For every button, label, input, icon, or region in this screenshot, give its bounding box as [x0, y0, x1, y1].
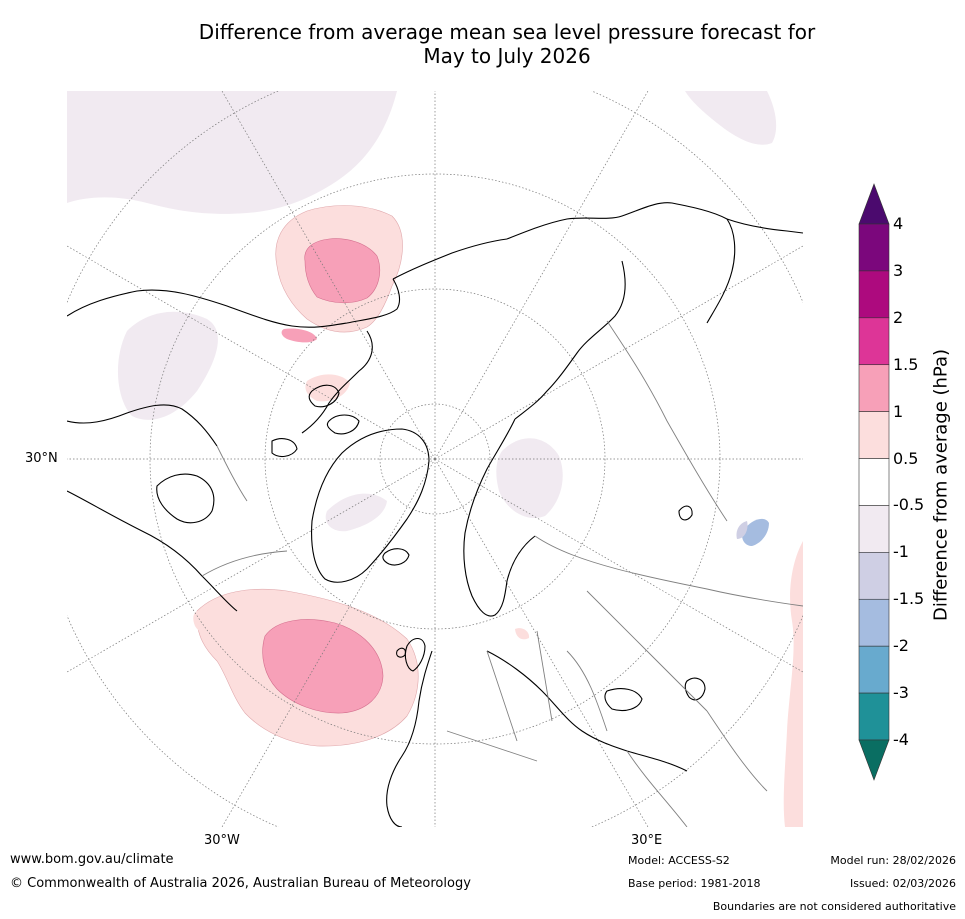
coast-scandinavia	[463, 418, 536, 617]
coast-greenland	[311, 428, 430, 583]
colorbar-swatches	[858, 183, 890, 781]
anomaly-weak-negative-greenland	[325, 493, 387, 532]
anomaly-east-edge	[783, 541, 803, 827]
coast-alaska	[67, 278, 401, 328]
polar-map	[67, 91, 803, 827]
colorbar-unit-label: Difference from average (hPa)	[930, 300, 952, 670]
anomaly-north-atlantic-moderate	[262, 619, 384, 714]
graticule	[67, 91, 803, 827]
coast-iceland	[382, 548, 410, 566]
colorbar-tick-label: 3	[893, 260, 904, 280]
colorbar-extend-min	[858, 739, 890, 781]
coast-siberia	[506, 202, 803, 420]
coast-black-caspian	[604, 677, 706, 712]
footer-model-run: Model run: 28/02/2026	[830, 854, 956, 867]
colorbar-swatch	[858, 223, 890, 272]
anomaly-atlantic-tail	[193, 611, 215, 634]
footer-issued: Issued: 02/03/2026	[849, 877, 956, 890]
anomaly-central-asia-low	[742, 518, 769, 546]
colorbar-swatch	[858, 692, 890, 741]
footer-copyright: © Commonwealth of Australia 2026, Austra…	[10, 876, 471, 891]
coast-british-isles	[396, 637, 426, 672]
colorbar-swatch	[858, 458, 890, 506]
colorbar-tick-label: 1.5	[893, 354, 919, 374]
anomaly-north-pacific-moderate	[304, 238, 380, 304]
colorbar-swatch	[858, 411, 890, 459]
colorbar-extend-max	[858, 183, 890, 225]
footer-base-period: Base period: 1981-2018	[628, 877, 761, 890]
coast-kamchatka	[706, 218, 736, 324]
colorbar-tick-label: 4	[893, 214, 904, 233]
colorbar-tick-label: -1.5	[893, 589, 925, 609]
colorbar-tick-label: -2	[893, 636, 909, 656]
footer-website: www.bom.gov.au/climate	[10, 852, 174, 867]
border-russia	[534, 535, 803, 607]
title-line-1: Difference from average mean sea level p…	[198, 20, 816, 44]
border-middle-east	[626, 710, 768, 827]
coastlines	[67, 202, 803, 827]
border-asia	[586, 320, 728, 712]
colorbar-tick-label: 2	[893, 307, 904, 327]
colorbar-label-text: Difference from average (hPa)	[930, 348, 952, 622]
anomaly-weak-negative-north	[67, 91, 397, 214]
colorbar-swatch	[858, 505, 890, 553]
lat-30n-label: 30°N	[25, 451, 58, 466]
title-line-2: May to July 2026	[423, 44, 591, 68]
coast-europe	[386, 650, 688, 827]
colorbar-tick-label: -3	[893, 683, 909, 703]
colorbar-swatch	[858, 645, 890, 694]
lon-30e-label: 30°E	[631, 833, 663, 848]
colorbar-swatch	[858, 270, 890, 319]
coast-hudson-bay	[156, 473, 215, 524]
coast-baikal	[678, 505, 693, 521]
colorbar: 4 3 2 1.5 1 0.5 -0.5 -1 -1.5 -2 -3 -4	[855, 180, 955, 790]
colorbar-swatch	[858, 364, 890, 412]
chart-title: Difference from average mean sea level p…	[0, 20, 965, 68]
country-borders	[201, 320, 803, 827]
anomaly-weak-negative-northeast	[685, 91, 777, 145]
footer-model: Model: ACCESS-S2	[628, 854, 730, 867]
colorbar-swatch	[858, 598, 890, 647]
colorbar-tick-label: -0.5	[893, 495, 925, 515]
border-north-america-west	[216, 445, 248, 502]
lon-30w-label: 30°W	[204, 833, 240, 848]
anomaly-europe-small	[515, 628, 530, 640]
border-canada-us	[201, 550, 288, 577]
footer-disclaimer: Boundaries are not considered authoritat…	[712, 900, 956, 913]
colorbar-tick-label: -1	[893, 542, 909, 562]
coast-west-canada	[67, 404, 238, 612]
coast-canadian-islands	[271, 384, 360, 458]
coast-canada-arctic	[301, 238, 508, 434]
anomaly-aleutian-small	[281, 328, 317, 343]
border-europe	[446, 630, 608, 762]
colorbar-tick-label: 0.5	[893, 448, 919, 468]
anomaly-weak-negative-siberia	[496, 438, 563, 519]
colorbar-tick-label: -4	[893, 730, 909, 749]
colorbar-tick-label: 1	[893, 401, 904, 421]
anomaly-central-asia-weak	[736, 521, 748, 539]
colorbar-swatch	[858, 317, 890, 366]
map-panel	[67, 91, 803, 827]
anomaly-weak-negative-pacific	[117, 311, 218, 420]
colorbar-swatch	[858, 552, 890, 600]
